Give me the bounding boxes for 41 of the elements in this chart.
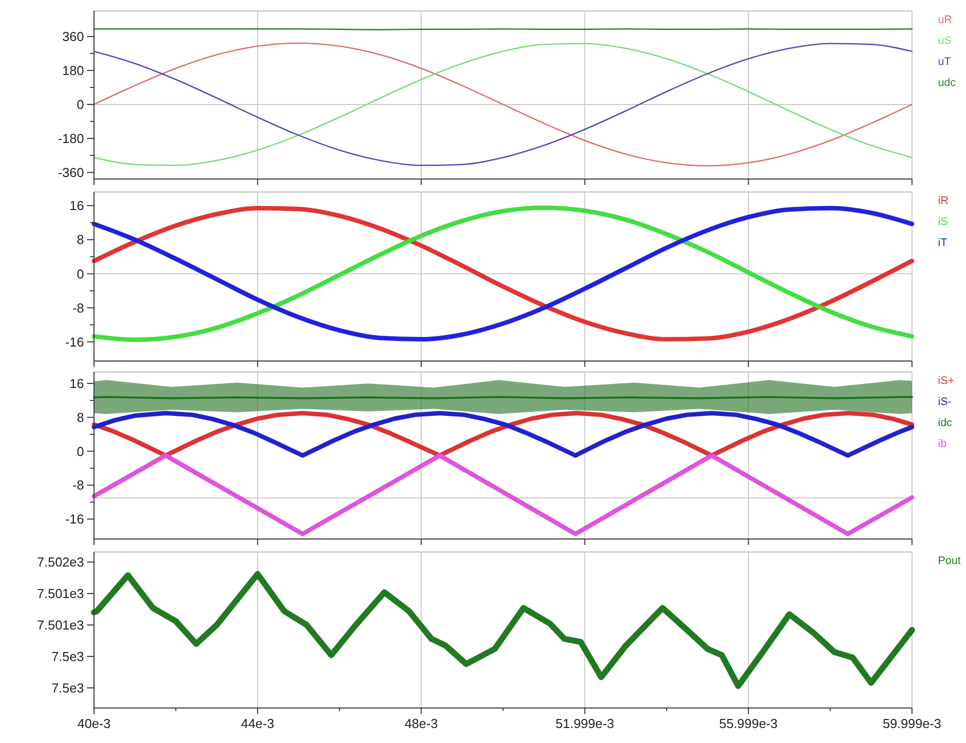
x-tick-label: 40e-3 bbox=[77, 716, 111, 731]
y-tick-label: 7.5e3 bbox=[51, 648, 84, 664]
x-tick-label: 55.999e-3 bbox=[719, 716, 778, 731]
y-tick-label: 0 bbox=[76, 266, 84, 282]
x-tick-label: 44e-3 bbox=[240, 716, 274, 731]
x-tick-label: 48e-3 bbox=[404, 716, 438, 731]
text: iT bbox=[938, 237, 948, 249]
y-tick-label: 7.502e3 bbox=[37, 554, 84, 570]
text: iS+ bbox=[938, 375, 954, 387]
y-tick-label: 360 bbox=[62, 29, 84, 44]
text: uT bbox=[938, 56, 952, 68]
y-tick-label: 16 bbox=[70, 198, 84, 214]
y-tick-label: 7.5e3 bbox=[51, 680, 84, 696]
y-tick-label: -16 bbox=[65, 334, 84, 350]
y-tick-label: 8 bbox=[76, 410, 84, 425]
x-tick-label: 51.999e-3 bbox=[556, 716, 614, 731]
text: Pout bbox=[938, 555, 961, 567]
text: idc bbox=[938, 417, 953, 429]
text: iR bbox=[938, 195, 948, 207]
y-tick-label: 180 bbox=[62, 63, 84, 78]
text: iS bbox=[938, 216, 948, 228]
y-tick-label: -180 bbox=[58, 130, 84, 146]
text: iS- bbox=[938, 396, 952, 408]
line-series bbox=[92, 410, 914, 458]
y-tick-label: 8 bbox=[76, 232, 84, 248]
y-tick-label: -8 bbox=[72, 478, 84, 493]
y-tick-label: -16 bbox=[65, 512, 84, 527]
text: uR bbox=[938, 14, 952, 26]
text: uS bbox=[938, 35, 952, 47]
x-tick-label: 59.999e-3 bbox=[882, 716, 942, 731]
line-series bbox=[92, 206, 914, 342]
text: ib bbox=[938, 438, 947, 450]
y-tick-label: -8 bbox=[72, 300, 84, 316]
y-tick-label: 0 bbox=[76, 96, 84, 112]
line-series bbox=[92, 453, 914, 536]
y-tick-label: 7.501e3 bbox=[37, 586, 84, 602]
y-tick-label: 0 bbox=[76, 444, 84, 459]
text: udc bbox=[938, 77, 956, 89]
y-tick-label: 16 bbox=[70, 376, 84, 391]
y-tick-label: -360 bbox=[58, 164, 84, 180]
y-tick-label: 7.501e3 bbox=[37, 618, 84, 633]
